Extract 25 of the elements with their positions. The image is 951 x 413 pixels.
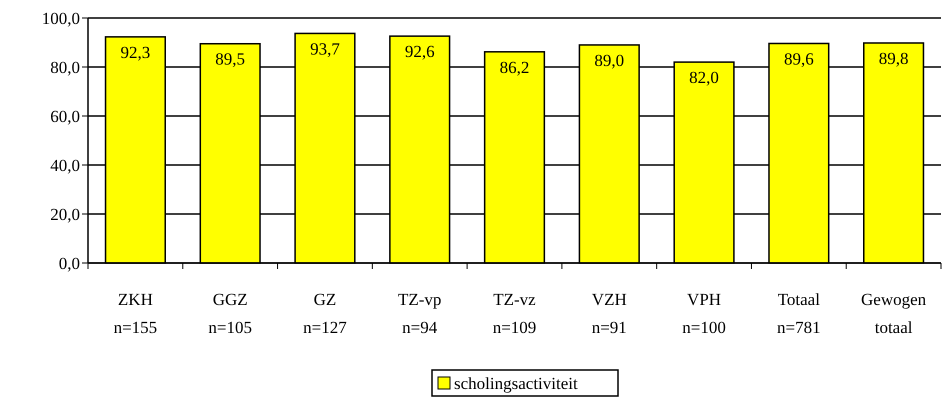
data-label: 93,7 [310, 39, 340, 58]
data-label: 86,2 [500, 58, 530, 77]
legend-label: scholingsactiviteit [454, 374, 578, 393]
data-label: 89,6 [784, 49, 814, 68]
x-tick-label: Gewogen totaal [861, 290, 927, 337]
data-label: 82,0 [689, 68, 719, 88]
x-tick-label: TZ-vp n=94 [398, 290, 442, 337]
x-tick-label: TZ-vz n=109 [492, 290, 536, 337]
data-label: 89,8 [878, 48, 908, 68]
x-tick-label: VZH n=91 [592, 290, 627, 337]
y-tick-label: 60,0 [50, 106, 80, 126]
x-tick-label: VPH n=100 [682, 290, 726, 337]
y-tick-label: 0,0 [58, 254, 80, 273]
data-label: 92,6 [404, 42, 435, 62]
x-tick-label: ZKH n=155 [114, 290, 158, 337]
y-tick-label: 100,0 [42, 8, 80, 28]
y-tick-label: 80,0 [50, 58, 80, 77]
x-tick-label: GGZ n=105 [208, 290, 252, 337]
y-tick-label: 40,0 [50, 156, 80, 175]
data-label: 92,3 [120, 42, 150, 62]
x-tick-label: Totaal n=781 [777, 290, 821, 337]
y-tick-label: 20,0 [50, 204, 80, 224]
data-label: 89,5 [215, 50, 246, 69]
data-label: 89,0 [594, 50, 624, 70]
x-tick-label: GZ n=127 [303, 290, 348, 337]
